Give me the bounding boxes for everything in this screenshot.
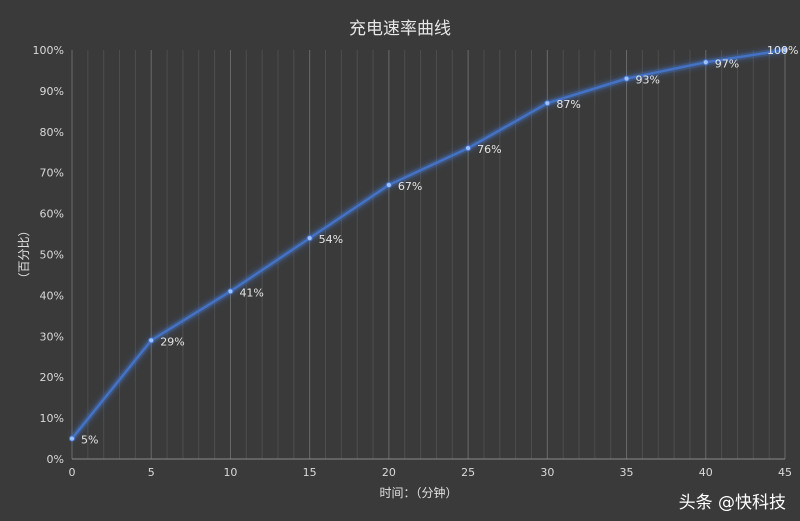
- y-tick-label: 10%: [40, 412, 64, 425]
- x-tick-label: 0: [69, 466, 76, 479]
- y-tick-label: 30%: [40, 330, 64, 343]
- chart-title: 充电速率曲线: [349, 19, 451, 39]
- data-label: 93%: [636, 74, 660, 87]
- data-point: [227, 288, 234, 295]
- data-point: [306, 235, 313, 242]
- series-charging: [68, 46, 789, 442]
- x-tick-label: 40: [699, 466, 713, 479]
- data-labels: 5% 29% 41% 54% 67% 76% 87% 93% 97% 100%: [81, 44, 798, 447]
- y-axis-title: （百分比）: [17, 224, 31, 284]
- y-tick-label: 60%: [40, 208, 64, 221]
- x-axis-title: 时间：（分钟）: [379, 485, 457, 500]
- data-point: [385, 181, 392, 189]
- data-label: 54%: [319, 233, 343, 246]
- x-tick-label: 25: [461, 466, 475, 479]
- y-tick-label: 100%: [33, 44, 64, 57]
- data-label: 5%: [81, 434, 98, 447]
- data-label: 87%: [556, 98, 580, 111]
- y-tick-label: 90%: [40, 85, 64, 98]
- y-tick-label: 50%: [40, 249, 64, 262]
- data-label: 29%: [160, 335, 184, 348]
- data-point: [465, 145, 472, 152]
- data-label: 67%: [398, 180, 422, 193]
- data-point: [623, 75, 630, 82]
- x-tick-label: 20: [382, 466, 396, 479]
- y-tick-label: 0%: [47, 453, 64, 466]
- data-point: [702, 59, 709, 66]
- series-glow: [69, 47, 786, 441]
- watermark: 头条 @快科技: [678, 493, 786, 513]
- data-point: [148, 337, 155, 344]
- data-label: 100%: [767, 44, 798, 57]
- x-tick-label: 10: [223, 466, 237, 479]
- x-tick-label: 5: [148, 466, 155, 479]
- data-point: [68, 435, 76, 442]
- data-point: [781, 46, 789, 54]
- data-label: 97%: [715, 57, 739, 70]
- series-line: [71, 48, 786, 440]
- x-tick-label: 45: [778, 466, 792, 479]
- grid-lines: [71, 50, 786, 459]
- x-tick-label: 15: [303, 466, 317, 479]
- y-tick-label: 80%: [40, 126, 64, 139]
- y-tick-label: 20%: [40, 371, 64, 384]
- x-tick-label: 35: [620, 466, 634, 479]
- y-tick-label: 40%: [40, 289, 64, 302]
- data-label: 76%: [477, 143, 501, 156]
- x-tick-label: 30: [540, 466, 554, 479]
- axes: 0% 10% 20% 30% 40% 50% 60% 70% 80% 90% 100% 0 5 10 15 2…: [17, 44, 792, 500]
- data-label: 41%: [239, 286, 263, 299]
- y-tick-label: 70%: [40, 167, 64, 180]
- data-point: [544, 100, 551, 107]
